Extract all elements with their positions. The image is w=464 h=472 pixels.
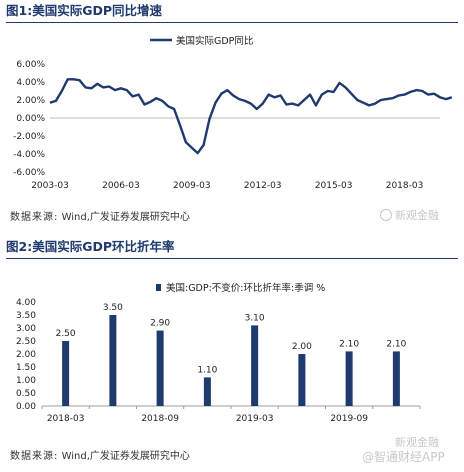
watermark: 新观金融 bbox=[395, 436, 439, 449]
x-tick-label: 2018-03 bbox=[47, 414, 85, 424]
data-label: 3.50 bbox=[103, 303, 123, 313]
x-tick-label: 2006-03 bbox=[102, 181, 140, 191]
figure2-source: 数据来源: Wind,广发证券发展研究中心 bbox=[10, 447, 190, 462]
gdp-yoy-line-chart: 美国实际GDP同比 6.00% 4.00% 2.00% 0.00% -2.00% -4.0… bbox=[13, 35, 453, 191]
series-line bbox=[49, 78, 453, 155]
data-label: 2.90 bbox=[150, 319, 170, 329]
data-label: 1.10 bbox=[197, 365, 217, 375]
y-tick-label: 3.00 bbox=[16, 324, 36, 334]
data-label: 2.00 bbox=[292, 342, 312, 352]
y-tick-label: 1.00 bbox=[16, 376, 36, 386]
source-label: 数据来源: bbox=[10, 212, 59, 223]
figure1-title: 美国实际GDP同比增速 bbox=[32, 3, 163, 18]
legend: 美国:GDP:不变价:环比折年率:季调 % bbox=[156, 282, 325, 294]
x-tick-label: 2003-03 bbox=[31, 181, 69, 191]
data-label: 3.10 bbox=[245, 313, 265, 323]
bar bbox=[203, 377, 211, 406]
x-tick-label: 2019-03 bbox=[236, 414, 274, 424]
figure2-label: 图2: bbox=[6, 239, 33, 254]
y-tick-label: 4.00 bbox=[16, 298, 36, 308]
figure2-header: 图2: 美国实际GDP环比折年率 bbox=[6, 236, 458, 259]
x-tick-label: 2012-03 bbox=[244, 181, 282, 191]
gdp-qoq-bar-chart: 美国:GDP:不变价:环比折年率:季调 % 4.003.503.002.502.… bbox=[16, 282, 421, 424]
y-tick-label: 2.50 bbox=[16, 337, 36, 347]
x-axis: 2003-03 2006-03 2009-03 2012-03 2015-03 2018-… bbox=[31, 117, 440, 191]
watermark: 新观金融 bbox=[380, 207, 439, 223]
bar bbox=[345, 351, 353, 406]
y-axis: 6.00% 4.00% 2.00% 0.00% -2.00% -4.00% -6.00% bbox=[13, 60, 45, 178]
legend-label: 美国实际GDP同比 bbox=[176, 35, 253, 47]
x-tick-label: 2019-09 bbox=[330, 414, 368, 424]
y-tick-label: 1.50 bbox=[16, 363, 36, 373]
y-axis: 4.00 3.50 3.00 2.50 2.00 1.50 1.00 0.50 0.00 bbox=[16, 298, 36, 412]
bar bbox=[156, 330, 164, 406]
y-tick-label: 6.00% bbox=[16, 60, 45, 70]
y-tick-label: 2.00% bbox=[16, 96, 45, 106]
bar bbox=[251, 325, 259, 406]
legend-label: 美国:GDP:不变价:环比折年率:季调 % bbox=[166, 282, 325, 294]
data-label: 2.50 bbox=[56, 329, 76, 339]
wechat-icon bbox=[380, 209, 392, 221]
source-value: Wind,广发证券发展研究中心 bbox=[61, 451, 190, 462]
y-tick-label: -2.00% bbox=[13, 132, 45, 142]
bar bbox=[109, 315, 117, 406]
figure2-title: 美国实际GDP环比折年率 bbox=[32, 239, 175, 254]
bars: 2.50 3.50 2.90 1.10 3.10 2.00 2.10 2.10 bbox=[56, 303, 407, 406]
y-tick-label: 0.00% bbox=[16, 114, 45, 124]
y-tick-label: 0.00 bbox=[16, 402, 36, 412]
x-tick-label: 2018-09 bbox=[141, 414, 179, 424]
data-label: 2.10 bbox=[339, 339, 359, 349]
legend-swatch bbox=[156, 284, 161, 291]
bar bbox=[298, 354, 306, 406]
y-tick-label: 0.50 bbox=[16, 389, 36, 399]
data-label: 2.10 bbox=[386, 339, 406, 349]
y-tick-label: 3.50 bbox=[16, 311, 36, 321]
y-tick-label: -4.00% bbox=[13, 150, 45, 160]
bar bbox=[392, 351, 400, 406]
x-tick-label: 2009-03 bbox=[173, 181, 211, 191]
legend: 美国实际GDP同比 bbox=[150, 35, 253, 47]
figure1-label: 图1: bbox=[6, 3, 33, 18]
x-axis: 2018-03 2018-09 2019-03 2019-09 bbox=[41, 405, 421, 424]
watermark-app: @智通财经APP bbox=[362, 450, 445, 464]
y-tick-label: 4.00% bbox=[16, 78, 45, 88]
y-tick-label: -6.00% bbox=[13, 168, 45, 178]
x-tick-label: 2018-03 bbox=[386, 181, 424, 191]
bar bbox=[62, 341, 70, 406]
source-value: Wind,广发证券发展研究中心 bbox=[61, 212, 190, 223]
y-tick-label: 2.00 bbox=[16, 350, 36, 360]
x-tick-label: 2015-03 bbox=[315, 181, 353, 191]
figure1-header: 图1: 美国实际GDP同比增速 bbox=[6, 0, 458, 23]
figure1-source: 数据来源: Wind,广发证券发展研究中心 bbox=[10, 208, 190, 223]
source-label: 数据来源: bbox=[10, 451, 59, 462]
